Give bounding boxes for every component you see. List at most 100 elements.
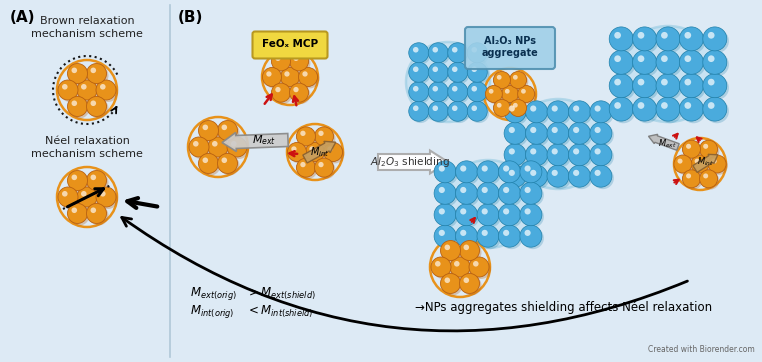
Circle shape (703, 74, 727, 98)
Circle shape (68, 96, 88, 117)
Circle shape (284, 71, 290, 77)
Circle shape (436, 227, 458, 249)
Text: (B): (B) (178, 10, 203, 25)
Circle shape (448, 82, 468, 102)
Circle shape (460, 165, 466, 172)
Circle shape (411, 84, 431, 104)
Circle shape (469, 84, 489, 104)
Circle shape (527, 146, 549, 168)
Text: $<M_{int(shield)}$: $<M_{int(shield)}$ (246, 304, 313, 320)
Circle shape (635, 52, 659, 76)
Circle shape (614, 32, 621, 39)
Circle shape (463, 277, 469, 283)
Circle shape (68, 171, 88, 190)
Circle shape (513, 75, 517, 80)
Circle shape (408, 82, 429, 102)
Circle shape (520, 87, 536, 104)
Circle shape (91, 207, 96, 213)
Circle shape (411, 64, 431, 84)
Circle shape (303, 71, 308, 77)
Circle shape (701, 172, 719, 190)
Circle shape (573, 170, 579, 176)
Circle shape (62, 191, 68, 197)
Circle shape (433, 105, 438, 111)
Circle shape (293, 87, 299, 92)
Circle shape (482, 209, 488, 215)
Circle shape (81, 84, 87, 90)
Circle shape (315, 158, 334, 177)
Circle shape (571, 167, 592, 189)
Circle shape (430, 84, 450, 104)
Circle shape (408, 62, 429, 82)
Circle shape (450, 64, 469, 84)
Circle shape (315, 127, 334, 146)
Circle shape (526, 101, 548, 123)
Circle shape (439, 230, 445, 236)
Circle shape (494, 72, 511, 89)
Circle shape (439, 165, 445, 172)
Circle shape (530, 170, 536, 176)
Circle shape (479, 163, 501, 185)
Circle shape (452, 259, 472, 279)
Text: Al₂O₃ NPs
aggregate: Al₂O₃ NPs aggregate (482, 36, 539, 58)
Text: Created with Biorender.com: Created with Biorender.com (648, 345, 755, 354)
Circle shape (571, 103, 592, 125)
Text: $>M_{ext(shield)}$: $>M_{ext(shield)}$ (246, 286, 315, 302)
Circle shape (705, 52, 729, 76)
Circle shape (436, 206, 458, 228)
Circle shape (96, 80, 116, 100)
FancyBboxPatch shape (465, 27, 555, 69)
Circle shape (524, 209, 530, 215)
Circle shape (450, 84, 469, 104)
Circle shape (482, 165, 488, 172)
Circle shape (411, 45, 431, 64)
Circle shape (658, 29, 682, 53)
Circle shape (676, 157, 693, 175)
Circle shape (452, 67, 457, 72)
Circle shape (658, 99, 682, 123)
Circle shape (222, 157, 227, 163)
FancyArrowPatch shape (122, 218, 687, 331)
Circle shape (705, 29, 729, 53)
Circle shape (504, 122, 526, 144)
Circle shape (413, 47, 418, 52)
Circle shape (522, 227, 544, 249)
Circle shape (293, 56, 299, 61)
Circle shape (469, 64, 489, 84)
Circle shape (506, 167, 528, 189)
Circle shape (456, 161, 478, 183)
Circle shape (472, 86, 477, 92)
Circle shape (614, 79, 621, 85)
Circle shape (87, 203, 107, 223)
Circle shape (708, 55, 715, 62)
Circle shape (571, 124, 592, 146)
Circle shape (594, 127, 600, 133)
Circle shape (520, 204, 542, 226)
Circle shape (573, 127, 579, 133)
Circle shape (463, 245, 469, 250)
Circle shape (661, 55, 668, 62)
Circle shape (661, 79, 668, 85)
Circle shape (658, 76, 682, 100)
Circle shape (434, 225, 456, 247)
Circle shape (430, 64, 450, 84)
Circle shape (522, 184, 544, 206)
Circle shape (503, 87, 520, 104)
Circle shape (275, 87, 280, 92)
Circle shape (680, 50, 703, 74)
Circle shape (632, 97, 657, 121)
Circle shape (703, 173, 708, 178)
Circle shape (524, 230, 530, 236)
Circle shape (681, 29, 706, 53)
Circle shape (457, 227, 479, 249)
Circle shape (290, 144, 309, 163)
Circle shape (530, 105, 536, 111)
Circle shape (469, 257, 489, 277)
Circle shape (452, 47, 457, 52)
Circle shape (448, 62, 468, 82)
Circle shape (472, 105, 477, 111)
Circle shape (527, 167, 549, 189)
Circle shape (498, 204, 520, 226)
Circle shape (428, 43, 448, 63)
Circle shape (549, 167, 571, 189)
